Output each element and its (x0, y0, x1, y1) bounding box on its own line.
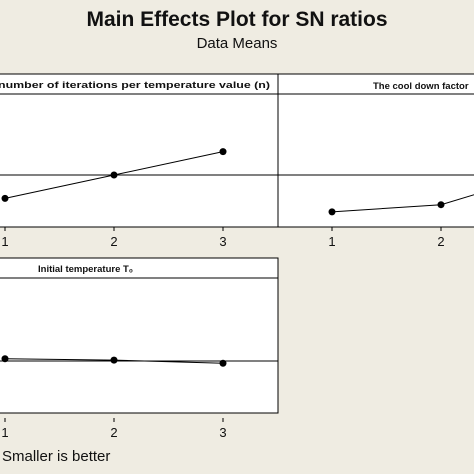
panel-initial-temperature-frame (0, 257, 279, 414)
panel-initial-temperature-tick-2: 2 (110, 425, 117, 440)
panel-cooldown-tick-1: 1 (328, 234, 335, 249)
panel-initial-temperature-point-3 (219, 359, 227, 367)
panel-initial-temperature-point-2 (110, 356, 118, 364)
panel-initial-temperature-series (1, 355, 227, 367)
panel-initial-temperature-header (0, 257, 279, 279)
panel-iterations-point-1 (1, 194, 9, 202)
panel-iterations-point-2 (110, 171, 118, 179)
panel-iterations-tick-3: 3 (219, 234, 226, 249)
panel-cooldown-point-2 (437, 201, 445, 209)
panel-cooldown-title: The cool down factor (373, 81, 469, 92)
panel-iterations-series (1, 148, 227, 202)
panel-iterations-frame (0, 73, 279, 228)
chart-title: Main Effects Plot for SN ratios (86, 8, 388, 31)
panel-cooldown-header (277, 73, 474, 95)
chart-subtitle: Data Means (196, 35, 278, 52)
panel-cooldown-point-1 (328, 208, 336, 216)
panel-iterations-tick-2: 2 (110, 234, 117, 249)
panel-iterations-tick-1: 1 (1, 234, 8, 249)
panel-iterations-title: number of iterations per temperature val… (0, 80, 270, 91)
panel-cooldown-tick-2: 2 (437, 234, 444, 249)
panel-initial-temperature-point-1 (1, 355, 9, 363)
panel-initial-temperature: Initial temperature T₀ (0, 257, 279, 414)
panel-cooldown-series (328, 194, 474, 216)
panel-initial-temperature-tick-1: 1 (1, 425, 8, 440)
footnote: Smaller is better (2, 448, 111, 465)
panel-iterations-point-3 (219, 148, 227, 156)
panel-initial-temperature-title: Initial temperature T₀ (38, 264, 133, 275)
panel-iterations: number of iterations per temperature val… (0, 73, 279, 228)
panel-initial-temperature-tick-3: 3 (219, 425, 226, 440)
